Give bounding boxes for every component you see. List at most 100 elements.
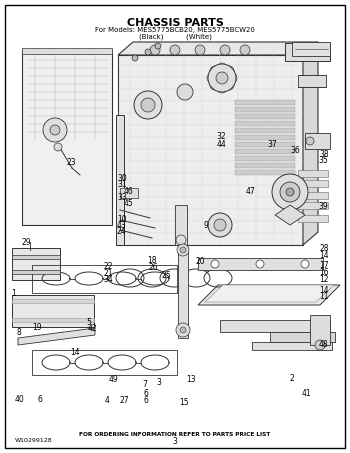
Bar <box>235 121 295 126</box>
Circle shape <box>180 247 186 253</box>
Circle shape <box>280 182 300 202</box>
Text: 31: 31 <box>117 180 127 189</box>
Text: For Models: MES5775BCB20, MES5775BCW20: For Models: MES5775BCB20, MES5775BCW20 <box>95 27 255 33</box>
Circle shape <box>208 64 236 92</box>
Text: 17: 17 <box>319 260 329 270</box>
Circle shape <box>54 143 62 151</box>
Bar <box>220 320 330 332</box>
Text: 33: 33 <box>117 193 127 202</box>
Text: 45: 45 <box>124 199 134 208</box>
Text: 10: 10 <box>117 215 127 224</box>
Text: 6: 6 <box>144 389 149 398</box>
Text: 15: 15 <box>179 398 189 407</box>
Text: 4: 4 <box>104 396 109 405</box>
Bar <box>270 332 335 342</box>
Circle shape <box>134 91 162 119</box>
Text: CHASSIS PARTS: CHASSIS PARTS <box>127 18 223 28</box>
Text: 37: 37 <box>267 140 277 149</box>
Bar <box>178 248 188 338</box>
Bar <box>22 48 112 54</box>
Text: 35: 35 <box>319 156 329 165</box>
Bar <box>235 163 295 168</box>
Circle shape <box>43 118 67 142</box>
Circle shape <box>207 73 217 83</box>
Bar <box>32 350 177 375</box>
Bar <box>116 115 124 245</box>
Text: 27: 27 <box>119 396 129 405</box>
Text: 48: 48 <box>319 340 329 349</box>
Text: 43: 43 <box>117 221 127 230</box>
Text: 47: 47 <box>245 187 255 196</box>
Bar <box>298 75 326 87</box>
Circle shape <box>170 45 180 55</box>
Bar <box>305 133 330 149</box>
Circle shape <box>227 73 237 83</box>
Bar <box>298 215 328 222</box>
Text: 14: 14 <box>319 286 329 295</box>
Circle shape <box>240 45 250 55</box>
Polygon shape <box>18 328 95 345</box>
Circle shape <box>145 49 151 55</box>
Text: 34: 34 <box>103 275 113 284</box>
Circle shape <box>211 260 219 268</box>
Bar <box>12 318 94 322</box>
Text: 16: 16 <box>319 268 329 277</box>
Bar <box>235 142 295 147</box>
Circle shape <box>176 323 190 337</box>
Text: 42: 42 <box>88 324 98 333</box>
Text: 5: 5 <box>87 318 92 327</box>
Circle shape <box>210 80 220 90</box>
Polygon shape <box>205 285 334 302</box>
Bar <box>22 50 112 225</box>
Bar <box>235 156 295 161</box>
Text: (Black)          (White): (Black) (White) <box>139 34 211 40</box>
Circle shape <box>155 43 161 49</box>
Circle shape <box>315 340 325 350</box>
Text: 49: 49 <box>109 375 119 384</box>
Text: 22: 22 <box>103 262 113 271</box>
Text: 24: 24 <box>117 227 127 236</box>
Text: 6: 6 <box>38 395 43 404</box>
Circle shape <box>208 213 232 237</box>
Polygon shape <box>118 42 318 55</box>
Text: 26: 26 <box>148 263 158 272</box>
Bar <box>298 202 328 209</box>
Text: 39: 39 <box>319 202 329 211</box>
Text: 30: 30 <box>117 174 127 183</box>
Bar <box>175 205 187 245</box>
Text: 7: 7 <box>143 380 148 389</box>
Text: 38: 38 <box>319 149 329 159</box>
Circle shape <box>141 98 155 112</box>
Bar <box>12 270 60 274</box>
Bar <box>235 107 295 112</box>
Bar <box>235 149 295 154</box>
Text: 40: 40 <box>14 395 24 404</box>
Circle shape <box>256 260 264 268</box>
Bar <box>12 248 60 280</box>
Text: 9: 9 <box>203 221 208 230</box>
Text: 14: 14 <box>319 251 329 260</box>
Text: 13: 13 <box>186 375 196 384</box>
Circle shape <box>50 125 60 135</box>
Text: 19: 19 <box>32 323 42 332</box>
Bar <box>298 170 328 177</box>
Text: 41: 41 <box>301 389 311 398</box>
Text: 1: 1 <box>11 289 16 298</box>
Text: 11: 11 <box>319 292 329 301</box>
Bar <box>12 255 60 259</box>
Text: 46: 46 <box>124 187 134 196</box>
Circle shape <box>224 66 234 76</box>
Bar <box>298 180 328 187</box>
Bar <box>235 100 295 105</box>
Circle shape <box>220 45 230 55</box>
Bar <box>32 265 177 293</box>
Circle shape <box>286 188 294 196</box>
Text: 36: 36 <box>291 146 301 155</box>
Circle shape <box>176 235 186 245</box>
Circle shape <box>177 84 193 100</box>
Bar <box>310 315 330 345</box>
Bar <box>298 192 328 199</box>
Circle shape <box>214 219 226 231</box>
Bar <box>292 42 330 56</box>
Text: W10299128: W10299128 <box>15 438 52 443</box>
